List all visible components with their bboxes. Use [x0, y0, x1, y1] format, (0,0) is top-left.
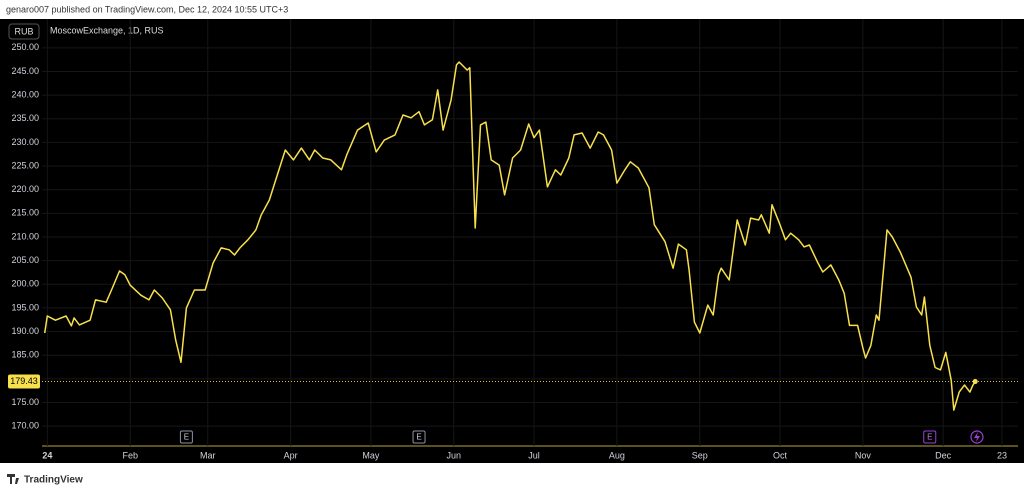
chart-background — [0, 19, 1024, 463]
y-tick-label: 215.00 — [11, 208, 39, 218]
y-tick-label: 170.00 — [11, 421, 39, 431]
price-line — [43, 61, 976, 411]
event-label: E — [416, 433, 421, 442]
lightning-marker[interactable] — [970, 430, 984, 444]
event-marker[interactable] — [412, 430, 426, 444]
y-tick-label: 245.00 — [11, 66, 39, 76]
event-label: E — [927, 433, 932, 442]
footer-logo — [7, 474, 19, 484]
x-tick-label: Feb — [122, 450, 138, 460]
y-tick-label: 200.00 — [11, 279, 39, 289]
last-price-badge — [8, 374, 40, 389]
x-tick-label: Dec — [935, 450, 952, 460]
x-tick-label: Nov — [855, 450, 872, 460]
x-tick-label: May — [362, 450, 380, 460]
event-label: E — [184, 433, 189, 442]
last-price-dot — [972, 379, 978, 385]
y-tick-label: 210.00 — [11, 231, 39, 241]
x-tick-label: Apr — [284, 450, 298, 460]
currency-badge[interactable] — [8, 23, 40, 40]
symbol-legend: MoscowExchange, 1D, RUS — [50, 25, 164, 35]
x-tick-label: Sep — [692, 450, 708, 460]
y-tick-label: 205.00 — [11, 255, 39, 265]
y-tick-label: 220.00 — [11, 184, 39, 194]
last-price-label: 179.43 — [10, 376, 38, 386]
x-tick-label: Oct — [773, 450, 788, 460]
x-tick-label: Jul — [528, 450, 540, 460]
event-marker[interactable] — [179, 430, 193, 444]
y-tick-label: 240.00 — [11, 90, 39, 100]
header: genaro007 published on TradingView.com, … — [6, 4, 288, 14]
x-tick-label: Aug — [609, 450, 625, 460]
y-tick-label: 175.00 — [11, 397, 39, 407]
event-marker[interactable] — [923, 430, 937, 444]
x-tick-label: Mar — [200, 450, 216, 460]
x-tick-label: Jun — [447, 450, 462, 460]
y-tick-label: 250.00 — [11, 42, 39, 52]
footer: TradingView — [24, 475, 83, 486]
y-tick-label: 230.00 — [11, 137, 39, 147]
y-tick-label: 235.00 — [11, 113, 39, 123]
y-tick-label: 195.00 — [11, 302, 39, 312]
y-tick-label: 190.00 — [11, 326, 39, 336]
x-tick-label: 23 — [997, 450, 1007, 460]
currency: RUB — [14, 26, 33, 36]
y-tick-label: 185.00 — [11, 350, 39, 360]
y-tick-label: 225.00 — [11, 160, 39, 170]
x-tick-label: 24 — [42, 450, 52, 460]
